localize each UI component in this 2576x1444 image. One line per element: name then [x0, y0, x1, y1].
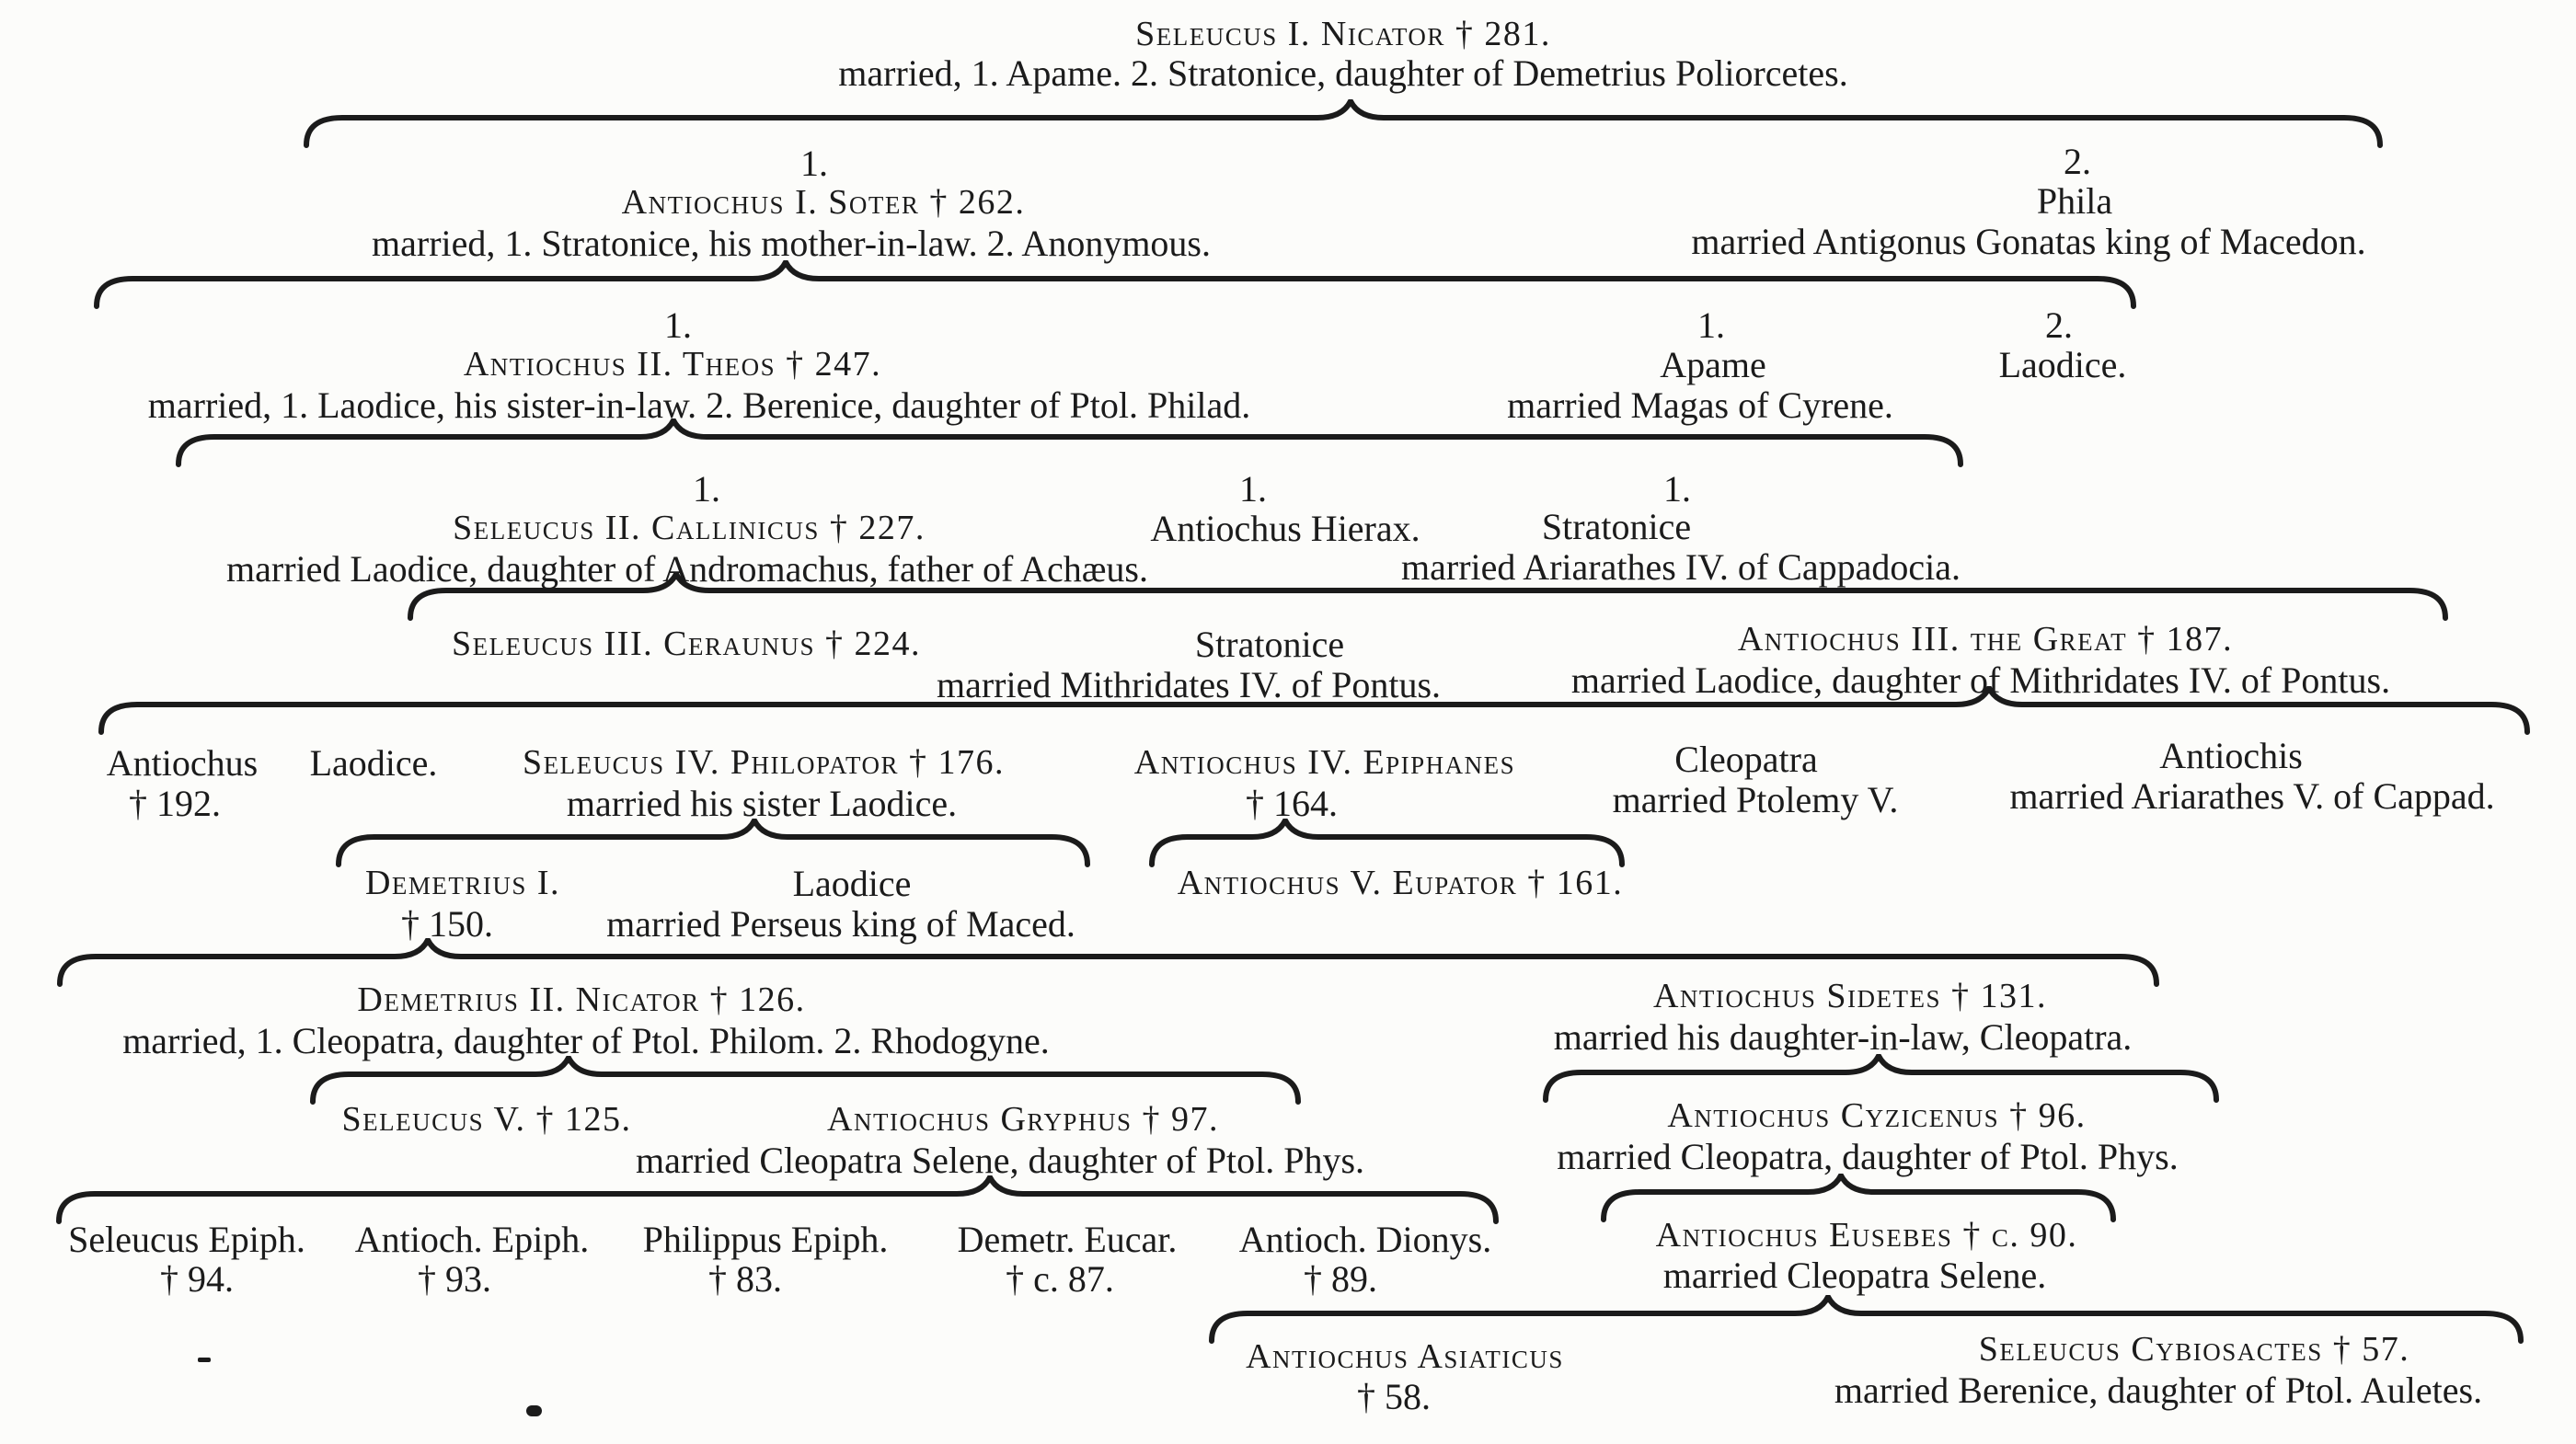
node-name: Antiochus Gryphus † 97.: [827, 1100, 1219, 1139]
node-name: Demetr. Eucar.: [957, 1219, 1178, 1260]
node-name: Antiochus I. Soter † 262.: [621, 183, 1026, 222]
node-name: Apame: [1660, 344, 1766, 385]
brace-children-of-antiochus3: [98, 682, 2530, 742]
node-name: Antiochus Sidetes † 131.: [1652, 977, 2048, 1015]
node-married: married Berenice, daughter of Ptol. Aule…: [1834, 1370, 2483, 1411]
node-name: Laodice: [792, 863, 912, 904]
node-name: Seleucus I. Nicator † 281.: [1135, 15, 1551, 53]
order-label: 1.: [1663, 468, 1691, 510]
node-name: Antiochus V. Eupator † 161.: [1177, 864, 1624, 902]
node-name: Cleopatra: [1674, 739, 1818, 780]
node-name: Seleucus Cybiosactes † 57.: [1978, 1330, 2410, 1369]
node-married: married Magas of Cyrene.: [1507, 384, 1893, 426]
node-married: married Cleopatra, daughter of Ptol. Phy…: [1557, 1136, 2179, 1177]
node-name: Phila: [2036, 180, 2113, 222]
node-name: Laodice.: [1998, 344, 2127, 385]
brace-children-of-eusebes: [1209, 1290, 2524, 1351]
node-name: Seleucus II. Callinicus † 227.: [453, 509, 926, 547]
brace-children-of-antiochus4: [1149, 814, 1625, 875]
scan-speck: [198, 1358, 211, 1362]
node-died: † 83.: [708, 1258, 782, 1300]
node-married: married Ptolemy V.: [1612, 779, 1899, 820]
node-name: Antiochus: [106, 742, 259, 784]
node-married: married, 1. Cleopatra, daughter of Ptol.…: [122, 1020, 1050, 1061]
node-died: † 93.: [418, 1258, 491, 1300]
node-married: married Antigonus Gonatas king of Macedo…: [1691, 221, 2366, 262]
order-label: 1.: [1239, 468, 1267, 510]
node-died: † 94.: [160, 1258, 234, 1300]
node-died: † 164.: [1246, 783, 1338, 824]
node-name: Philippus Epiph.: [642, 1219, 889, 1260]
order-label: 1.: [693, 468, 720, 510]
node-married: married, 1. Apame. 2. Stratonice, daught…: [838, 52, 1848, 94]
node-died: † 58.: [1357, 1376, 1431, 1417]
order-label: 2.: [2045, 304, 2073, 346]
node-name: Antiochus Hierax.: [1150, 508, 1420, 549]
node-married: married Mithridates IV. of Pontus.: [936, 664, 1442, 705]
node-name: Seleucus IV. Philopator † 176.: [522, 743, 1006, 782]
brace-children-of-seleucus2: [408, 567, 2448, 628]
order-label: 2.: [2064, 141, 2091, 182]
node-married: married his daughter-in-law, Cleopatra.: [1553, 1016, 2133, 1058]
node-died: † 89.: [1304, 1258, 1377, 1300]
node-name: Laodice.: [309, 742, 438, 784]
brace-children-of-antiochus2: [176, 414, 1963, 475]
node-name: Antioch. Epiph.: [354, 1219, 590, 1260]
brace-children-of-antiochus1: [94, 256, 2136, 316]
node-died: † c. 87.: [1006, 1258, 1114, 1300]
node-married: married Laodice, daughter of Andromachus…: [226, 548, 1148, 590]
node-name: Antiochus Cyzicenus † 96.: [1667, 1096, 2087, 1135]
brace-children-of-demetrius1: [57, 934, 2159, 994]
brace-children-of-demetrius2: [310, 1051, 1301, 1112]
node-married: married Laodice, daughter of Mithridates…: [1570, 659, 2391, 701]
node-married: married his sister Laodice.: [566, 783, 958, 824]
node-name: Stratonice: [1194, 624, 1345, 665]
node-married: married Cleopatra Selene.: [1662, 1255, 2047, 1296]
node-name: Stratonice: [1541, 506, 1692, 547]
brace-children-of-gryphus: [56, 1171, 1499, 1232]
order-label: 1.: [1697, 304, 1725, 346]
brace-children-of-seleucus4: [336, 814, 1090, 875]
node-name: Seleucus III. Ceraunus † 224.: [452, 625, 921, 663]
brace-children-of-seleucus1: [304, 95, 2383, 155]
node-married: married Ariarathes IV. of Cappadocia.: [1401, 546, 1961, 588]
node-married: married Perseus king of Maced.: [606, 903, 1075, 945]
scan-speck: [526, 1405, 542, 1416]
node-name: Antiochus IV. Epiphanes: [1133, 743, 1516, 782]
brace-children-of-cyzicenus: [1601, 1169, 2116, 1230]
node-married: married Ariarathes V. of Cappad.: [2009, 775, 2495, 817]
node-name: Antiochis: [2159, 735, 2303, 776]
node-name: Demetrius II. Nicator † 126.: [357, 980, 806, 1019]
order-label: 1.: [664, 304, 692, 346]
node-married: married, 1. Laodice, his sister-in-law. …: [147, 384, 1251, 426]
node-died: † 150.: [401, 903, 493, 945]
node-name: Seleucus Epiph.: [68, 1219, 305, 1260]
node-married: married, 1. Stratonice, his mother-in-la…: [372, 223, 1211, 264]
brace-children-of-sidetes: [1543, 1049, 2219, 1110]
node-married: married Cleopatra Selene, daughter of Pt…: [635, 1140, 1365, 1181]
node-died: † 192.: [129, 783, 221, 824]
order-label: 1.: [800, 143, 828, 184]
node-name: Antiochus II. Theos † 247.: [463, 345, 882, 384]
node-name: Antiochus Eusebes † c. 90.: [1655, 1216, 2078, 1255]
node-name: Antioch. Dionys.: [1238, 1219, 1492, 1260]
node-name: Antiochus III. the Great † 187.: [1737, 620, 2234, 659]
node-name: Seleucus V. † 125.: [341, 1100, 632, 1139]
node-name: Antiochus Asiaticus: [1246, 1337, 1564, 1376]
node-name: Demetrius I.: [364, 864, 561, 902]
